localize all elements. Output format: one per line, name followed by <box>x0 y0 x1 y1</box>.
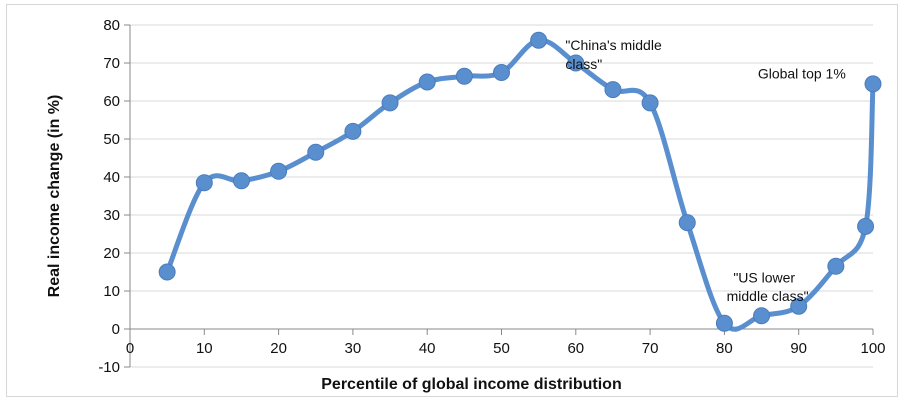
y-tick-label: 40 <box>103 169 120 186</box>
y-tick-label: 50 <box>103 131 120 148</box>
data-point <box>857 217 875 235</box>
data-point <box>678 214 696 232</box>
y-tick-label: 60 <box>103 93 120 110</box>
data-point <box>753 307 771 325</box>
x-tick-label: 0 <box>126 340 134 357</box>
series-line <box>164 37 876 332</box>
data-point <box>604 81 622 99</box>
annotation-label: "US lower <box>733 270 795 286</box>
data-point <box>344 122 362 140</box>
data-point <box>715 314 733 332</box>
data-point <box>195 174 213 192</box>
x-tick-label: 20 <box>270 340 287 357</box>
data-point <box>270 162 288 180</box>
y-axis-title: Real income change (in %) <box>46 95 63 298</box>
data-point <box>381 94 399 112</box>
annotation-label: middle class" <box>727 288 809 304</box>
data-points <box>158 31 882 332</box>
x-tick-label: 70 <box>642 340 659 357</box>
x-tick-label: 60 <box>567 340 584 357</box>
annotation-label: "China's middle <box>565 37 662 53</box>
data-point <box>232 172 250 190</box>
data-point <box>641 94 659 112</box>
data-point <box>455 67 473 85</box>
x-axis-ticks: 0 10 20 30 40 50 60 70 80 90 100 <box>126 328 886 357</box>
y-tick-label: 70 <box>103 55 120 72</box>
data-point <box>827 257 845 275</box>
x-tick-label: 100 <box>860 340 885 357</box>
x-tick-label: 50 <box>493 340 510 357</box>
x-tick-label: 40 <box>419 340 436 357</box>
data-point <box>530 31 548 49</box>
y-tick-label: 10 <box>103 283 120 300</box>
annotation-label: class" <box>565 56 602 72</box>
y-tick-label: 80 <box>103 17 120 34</box>
data-point <box>864 75 882 93</box>
y-axis-ticks: -10 0 10 20 30 40 50 60 70 80 <box>98 17 130 376</box>
annotations: "China's middle class" Global top 1% "US lo… <box>565 37 845 304</box>
data-point <box>158 263 176 281</box>
data-point <box>418 73 436 91</box>
y-tick-label: 30 <box>103 207 120 224</box>
chart-frame: -10 0 10 20 30 40 50 60 70 80 0 10 20 30 40 50 60 70 80 90… <box>6 4 898 397</box>
x-tick-label: 90 <box>790 340 807 357</box>
y-tick-label: 20 <box>103 245 120 262</box>
data-point <box>307 143 325 161</box>
y-tick-label: 0 <box>112 321 120 338</box>
x-tick-label: 80 <box>716 340 733 357</box>
x-tick-label: 10 <box>196 340 213 357</box>
data-point <box>567 54 585 72</box>
x-axis-title: Percentile of global income distribution <box>321 376 621 393</box>
data-point <box>790 297 808 315</box>
y-tick-label: -10 <box>98 359 120 376</box>
line-chart: -10 0 10 20 30 40 50 60 70 80 0 10 20 30 40 50 60 70 80 90… <box>46 17 886 393</box>
x-tick-label: 30 <box>345 340 362 357</box>
annotation-label: Global top 1% <box>758 66 846 82</box>
data-point <box>493 64 510 81</box>
